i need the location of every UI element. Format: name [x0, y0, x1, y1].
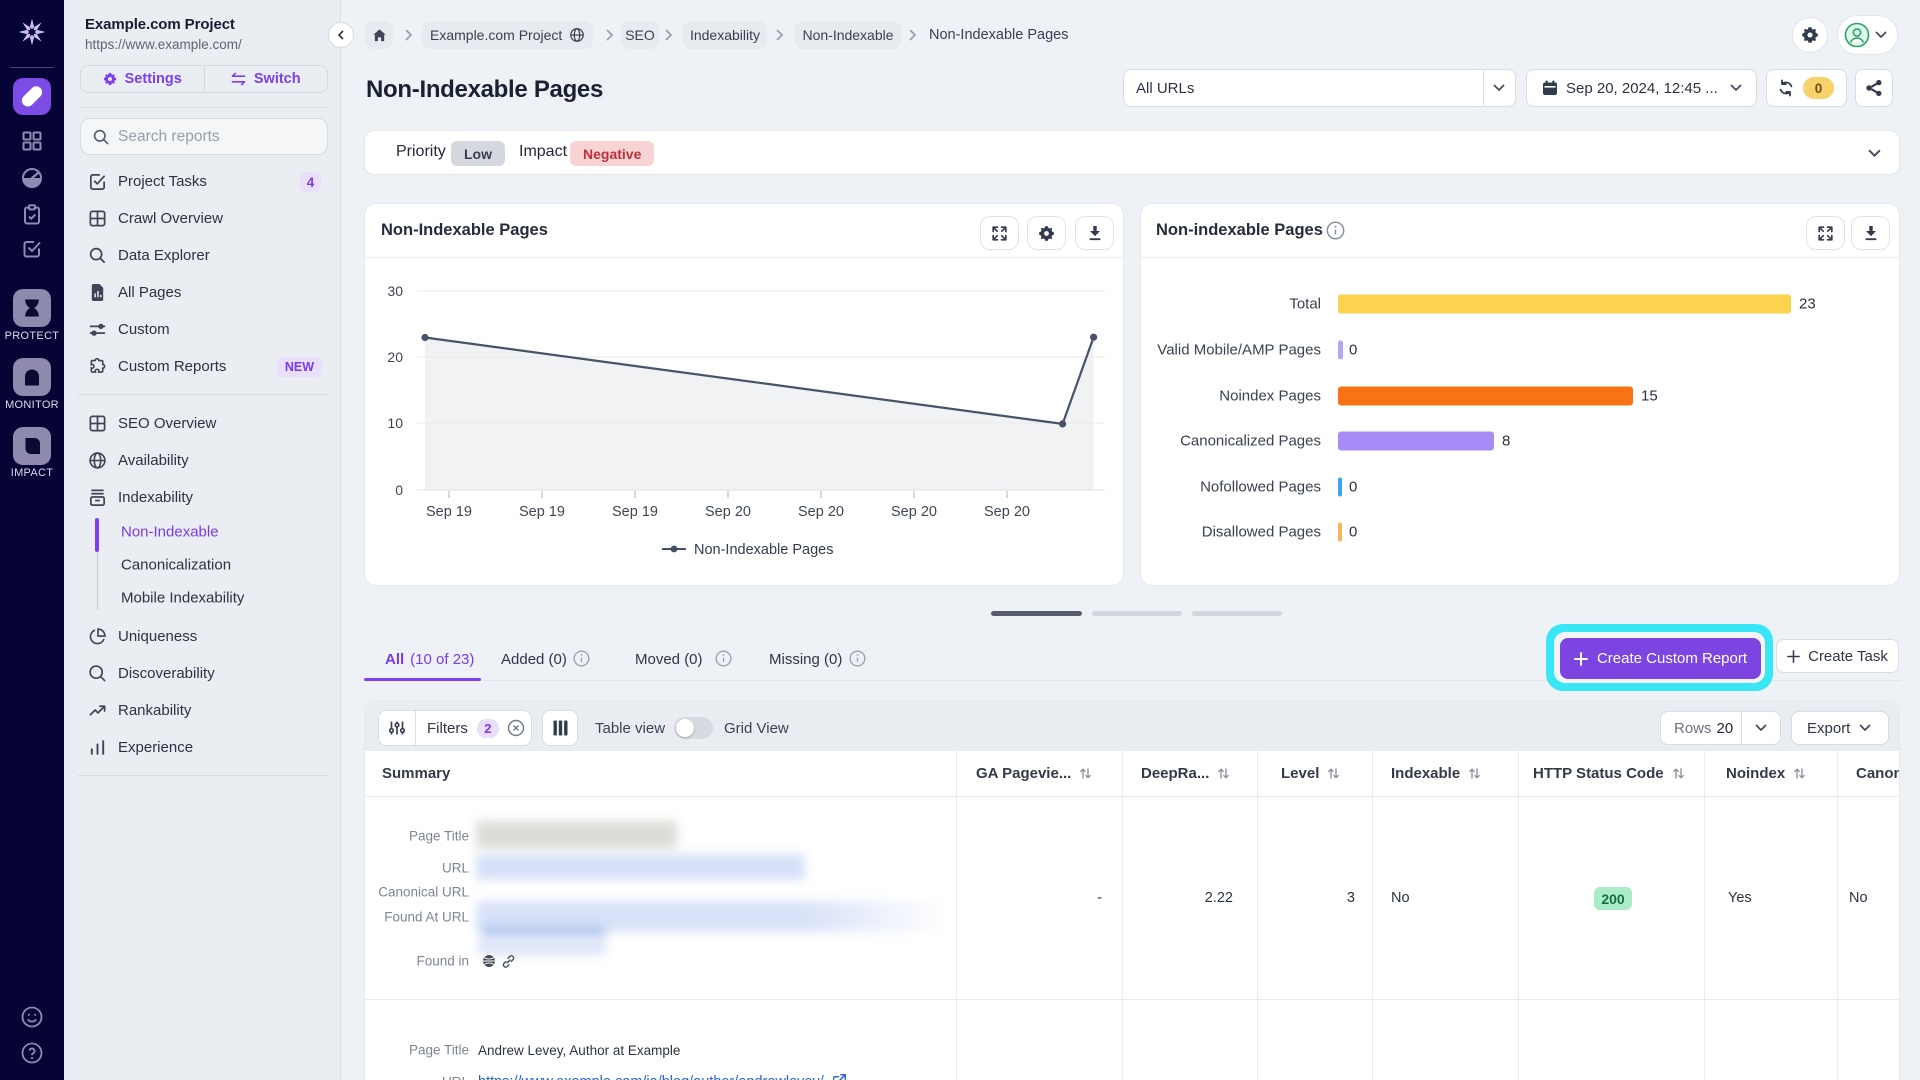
svg-text:Sep 19: Sep 19: [426, 504, 472, 520]
svg-text:Sep 20: Sep 20: [798, 504, 844, 520]
svg-text:Sep 20: Sep 20: [705, 504, 751, 520]
svg-text:Sep 20: Sep 20: [984, 504, 1030, 520]
svg-text:0: 0: [395, 482, 403, 498]
svg-text:Non-Indexable Pages: Non-Indexable Pages: [694, 542, 833, 558]
svg-text:10: 10: [387, 415, 403, 431]
svg-text:20: 20: [387, 349, 403, 365]
svg-text:Sep 19: Sep 19: [612, 504, 658, 520]
svg-text:30: 30: [387, 283, 403, 299]
svg-text:Sep 19: Sep 19: [519, 504, 565, 520]
svg-text:Sep 20: Sep 20: [891, 504, 937, 520]
